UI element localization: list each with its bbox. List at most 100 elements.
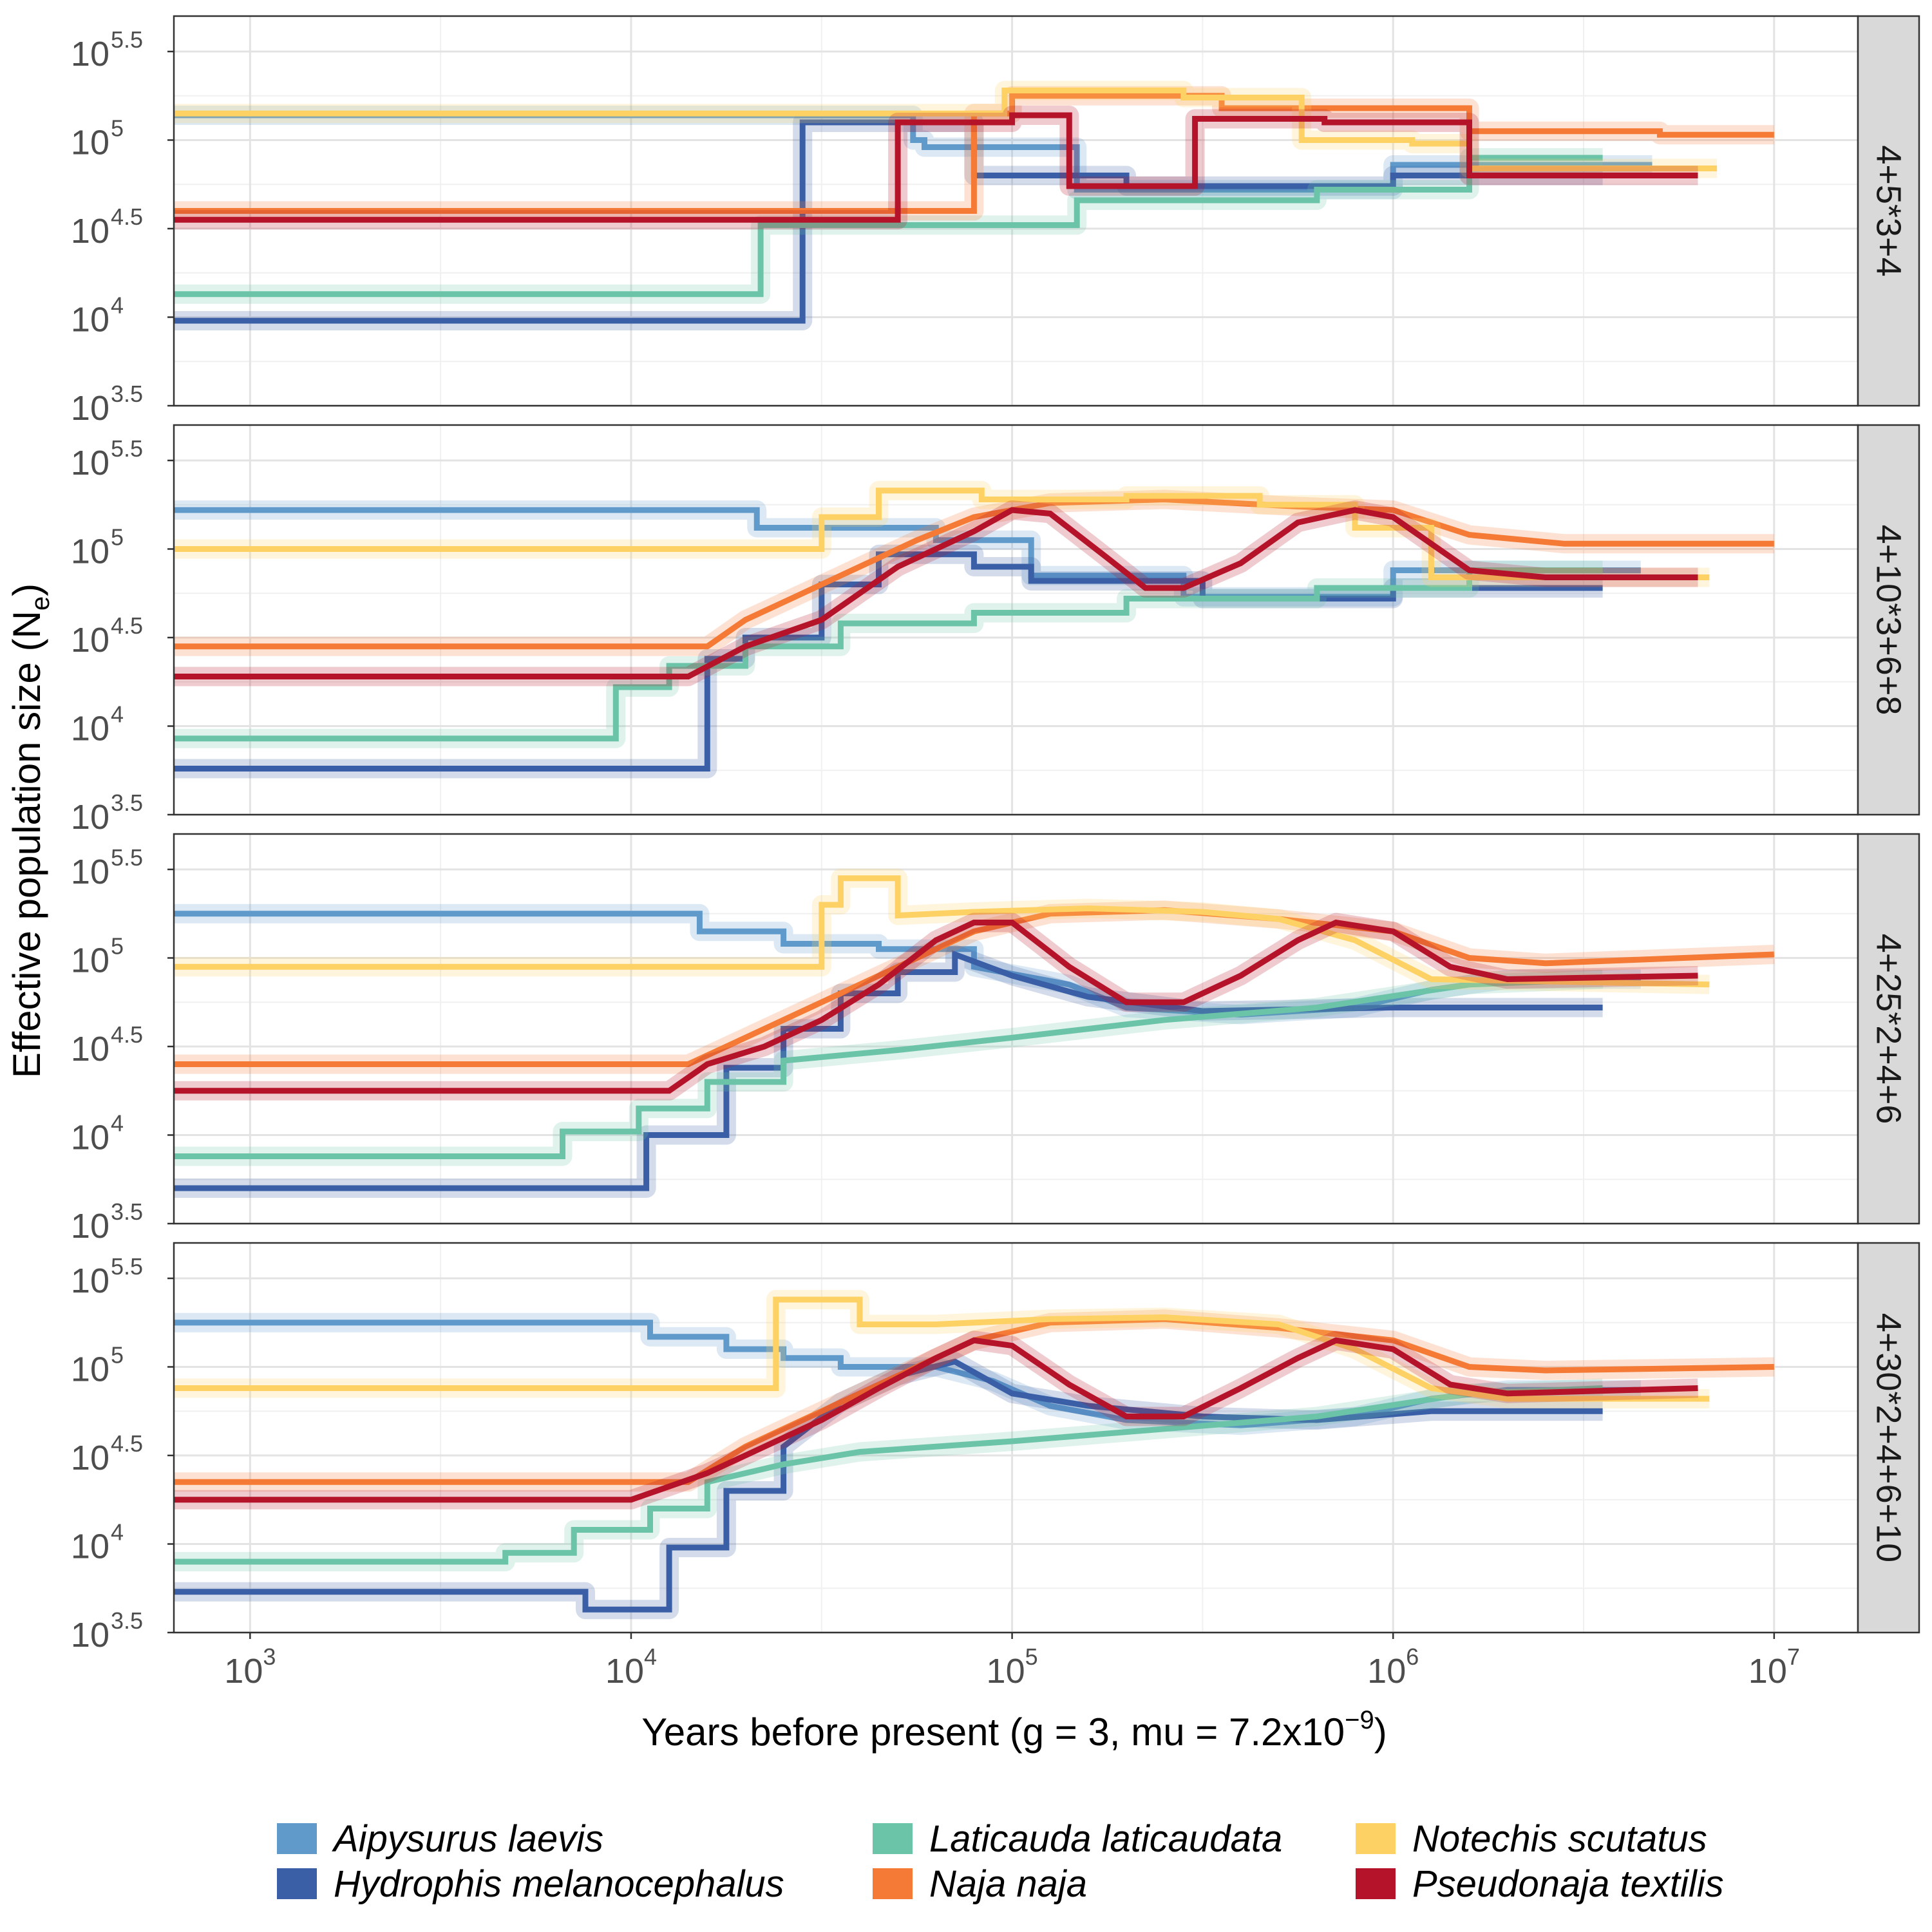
x-tick-label: 10 — [1367, 1652, 1406, 1690]
y-tick-label-exponent: 3.5 — [111, 790, 143, 816]
legend-label: Pseudonaja textilis — [1412, 1863, 1724, 1905]
y-tick-label: 10 — [71, 533, 109, 571]
series-line-notechis-scutatus — [174, 488, 1710, 580]
panel-background — [174, 425, 1858, 815]
x-tick-label-exponent: 5 — [1025, 1643, 1038, 1670]
series-line-notechis-scutatus — [174, 1296, 1710, 1402]
legend-item-aipysurus-laevis: Aipysurus laevis — [277, 1818, 603, 1860]
y-tick-label-exponent: 3.5 — [111, 1607, 143, 1634]
x-axis-title-close: ) — [1374, 1710, 1387, 1754]
y-tick-label-exponent: 4.5 — [111, 1430, 143, 1457]
x-axis-title-superscript: −9 — [1345, 1706, 1374, 1734]
panel-background — [174, 1243, 1858, 1633]
series-line-pseudonaja-textilis — [174, 919, 1698, 1094]
x-tick-label-exponent: 7 — [1787, 1643, 1800, 1670]
y-tick-label: 10 — [71, 1262, 109, 1300]
series-line-notechis-scutatus — [174, 875, 1710, 988]
y-tick-label-exponent: 4.5 — [111, 612, 143, 639]
y-tick-label-exponent: 5.5 — [111, 26, 143, 53]
x-tick-label-exponent: 4 — [644, 1643, 657, 1670]
panel-1: 4+5*3+410 3.510 410 4.510 510 5.5 — [71, 15, 1920, 428]
facet-strip — [1857, 833, 1920, 1225]
x-tick-label: 10 — [987, 1652, 1025, 1690]
y-axis-title-main: Effective population size (N — [5, 611, 48, 1078]
y-tick-label-exponent: 4 — [111, 292, 124, 319]
legend-item-laticauda-laticaudata: Laticauda laticaudata — [873, 1818, 1282, 1860]
y-axis-title-subscript: e — [26, 596, 55, 611]
y-tick-label-exponent: 5 — [111, 1342, 124, 1368]
legend-key — [277, 1823, 317, 1854]
legend-item-notechis-scutatus: Notechis scutatus — [1356, 1818, 1707, 1860]
facet-label: 4+5*3+4 — [1870, 145, 1908, 276]
y-tick-label: 10 — [71, 1030, 109, 1068]
x-tick-label: 10 — [224, 1652, 263, 1690]
legend-label: Notechis scutatus — [1412, 1818, 1707, 1860]
y-tick-label: 10 — [71, 1350, 109, 1389]
legend-label: Naja naja — [929, 1863, 1087, 1905]
y-tick-label: 10 — [71, 35, 109, 73]
y-tick-label-exponent: 5.5 — [111, 435, 143, 462]
series-line-naja-naja — [174, 93, 1774, 214]
series-line-pseudonaja-textilis — [174, 112, 1698, 223]
y-tick-label-exponent: 4 — [111, 1519, 124, 1546]
y-tick-label-exponent: 3.5 — [111, 1198, 143, 1225]
x-tick-label-exponent: 6 — [1406, 1643, 1419, 1670]
x-axis-title-main: Years before present (g = 3, mu = 7.2x10 — [641, 1710, 1345, 1754]
y-tick-label: 10 — [71, 124, 109, 162]
facet-label: 4+30*2+4+6+10 — [1870, 1313, 1908, 1562]
legend-label: Laticauda laticaudata — [929, 1818, 1282, 1860]
y-tick-label: 10 — [71, 621, 109, 659]
legend-key — [873, 1823, 913, 1854]
y-tick-label-exponent: 5 — [111, 115, 124, 142]
legend-key — [873, 1868, 913, 1899]
y-tick-label-exponent: 5 — [111, 933, 124, 960]
y-tick-label-exponent: 5 — [111, 524, 124, 551]
x-tick-label: 10 — [605, 1652, 644, 1690]
y-axis-title-close: ) — [5, 583, 48, 596]
facet-strip — [1857, 1242, 1920, 1634]
series-line-pseudonaja-textilis — [174, 507, 1698, 679]
y-tick-label: 10 — [71, 1119, 109, 1157]
panel-2: 4+10*3+6+810 3.510 410 4.510 510 5.5 — [71, 424, 1920, 837]
facet-strip — [1857, 15, 1920, 407]
facet-panels: 4+5*3+410 3.510 410 4.510 510 5.54+10*3+6+810… — [71, 15, 1920, 1654]
series-group — [174, 1290, 1775, 1620]
legend-item-hydrophis-melanocephalus: Hydrophis melanocephalus — [277, 1863, 784, 1905]
y-tick-label-exponent: 4 — [111, 701, 124, 728]
y-tick-label-exponent: 4.5 — [111, 204, 143, 230]
y-tick-label: 10 — [71, 942, 109, 980]
legend-key — [277, 1868, 317, 1899]
x-axis: 10 3 10 4 10 5 10 6 10 7 — [224, 1633, 1800, 1690]
y-tick-label-exponent: 4.5 — [111, 1021, 143, 1048]
y-tick-label: 10 — [71, 1207, 109, 1245]
x-axis-title: Years before present (g = 3, mu = 7.2x10… — [641, 1706, 1387, 1754]
series-group — [174, 480, 1774, 779]
y-tick-label: 10 — [71, 444, 109, 482]
legend-label: Aipysurus laevis — [332, 1818, 603, 1860]
legend-item-pseudonaja-textilis: Pseudonaja textilis — [1356, 1863, 1724, 1905]
y-tick-label: 10 — [71, 853, 109, 891]
x-tick-label-exponent: 3 — [263, 1643, 276, 1670]
series-group — [174, 80, 1774, 330]
y-tick-label: 10 — [71, 798, 109, 837]
legend-key — [1356, 1868, 1396, 1899]
x-tick-label: 10 — [1748, 1652, 1787, 1690]
series-line-laticauda-laticaudata — [174, 567, 1603, 742]
y-tick-label-exponent: 5.5 — [111, 844, 143, 871]
y-tick-label: 10 — [71, 1616, 109, 1654]
facet-label: 4+25*2+4+6 — [1870, 934, 1908, 1124]
y-tick-label-exponent: 4 — [111, 1110, 124, 1137]
y-tick-label-exponent: 3.5 — [111, 381, 143, 407]
y-tick-label: 10 — [71, 710, 109, 748]
y-tick-label: 10 — [71, 1439, 109, 1477]
legend-item-naja-naja: Naja naja — [873, 1863, 1087, 1905]
y-tick-label-exponent: 5.5 — [111, 1253, 143, 1280]
facet-label: 4+10*3+6+8 — [1870, 525, 1908, 715]
y-tick-label: 10 — [71, 389, 109, 428]
series-line-laticauda-laticaudata — [174, 1385, 1603, 1565]
legend-label: Hydrophis melanocephalus — [334, 1863, 784, 1905]
panel-3: 4+25*2+4+610 3.510 410 4.510 510 5.5 — [71, 833, 1920, 1245]
